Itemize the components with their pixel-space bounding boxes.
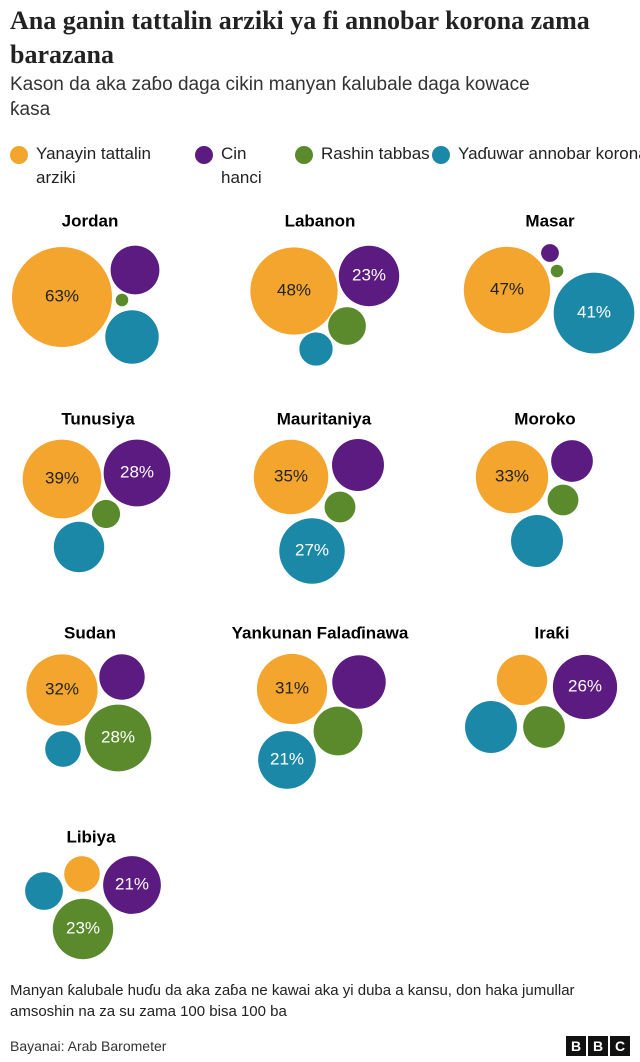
bubble: [99, 654, 145, 700]
bubble: [11, 246, 113, 348]
bubble: [52, 898, 114, 960]
bubble: [552, 654, 618, 720]
value-label: 35%: [274, 466, 308, 485]
value-label: 26%: [568, 676, 602, 695]
bubble: [551, 440, 593, 482]
bubble: [299, 332, 333, 366]
legend-swatch: [295, 146, 313, 164]
bubble: [475, 440, 549, 514]
subtitle: Kason da aka zaɓo daga cikin manyan ƙalu…: [10, 74, 530, 120]
legend-item: Rashin tabbas: [295, 142, 431, 166]
value-label: 23%: [66, 918, 100, 937]
bubble: [105, 310, 159, 364]
value-label: 32%: [45, 679, 79, 698]
panel-title: Iraƙi: [535, 623, 570, 642]
value-label: 39%: [45, 468, 79, 487]
panel-title: Yankunan Falaɗinawa: [232, 623, 409, 642]
legend-label: Rashin tabbas: [321, 144, 430, 163]
bubble: [332, 439, 384, 491]
bubble: [328, 307, 366, 345]
value-label: 23%: [352, 265, 386, 284]
value-label: 21%: [270, 749, 304, 768]
value-label: 48%: [277, 280, 311, 299]
bubble: [115, 293, 129, 307]
panel-title: Moroko: [514, 409, 575, 428]
bubble: [324, 491, 356, 523]
bubble: [332, 655, 386, 709]
logo: B B C: [566, 1036, 630, 1056]
bubble: [84, 704, 152, 772]
bubble: [338, 245, 400, 307]
bubble: [523, 706, 565, 748]
bubble: [541, 244, 559, 262]
note: Manyan ƙalubale huɗu da aka zaɓa ne kawa…: [10, 982, 575, 1020]
bubble: [64, 856, 100, 892]
source: Bayanai: Arab Barometer: [10, 1038, 167, 1054]
bubble: [103, 439, 171, 507]
panel-title: Mauritaniya: [277, 409, 372, 428]
value-label: 41%: [577, 302, 611, 321]
bubble: [45, 731, 81, 767]
bubble: [22, 439, 102, 519]
panel-title: Jordan: [62, 211, 119, 230]
panel-title: Labanon: [285, 211, 356, 230]
bubble: [463, 246, 551, 334]
logo-letter: C: [610, 1036, 630, 1056]
legend-item: Yanayin tattalin arziki: [10, 142, 186, 190]
bubble: [25, 872, 63, 910]
logo-letter: B: [588, 1036, 608, 1056]
bubble: [511, 515, 563, 567]
bubble: [313, 706, 363, 756]
legend-swatch: [432, 146, 450, 164]
bubble: [465, 701, 517, 753]
value-label: 33%: [495, 466, 529, 485]
legend-item: Cin hanci: [195, 142, 291, 190]
bubble: [26, 654, 98, 726]
bubble: [253, 439, 329, 515]
bubble: [250, 247, 338, 335]
panel-title: Libiya: [66, 827, 116, 846]
bubble: [547, 484, 579, 516]
panel-title: Masar: [525, 211, 575, 230]
value-label: 63%: [45, 286, 79, 305]
legend-label: Yanayin tattalin arziki: [36, 144, 151, 187]
bubble: [256, 653, 328, 725]
value-label: 21%: [115, 874, 149, 893]
bubble: [103, 856, 161, 914]
legend-swatch: [10, 146, 28, 164]
legend-label: Yaɗuwar annobar korona: [458, 144, 640, 163]
legend-swatch: [195, 146, 213, 164]
bubble: [53, 521, 105, 573]
bubble: [550, 264, 564, 278]
bubble: [110, 245, 160, 295]
value-label: 27%: [295, 540, 329, 559]
value-label: 31%: [275, 678, 309, 697]
panel-title: Tunusiya: [61, 409, 135, 428]
panel-title: Sudan: [64, 623, 116, 642]
logo-letter: B: [566, 1036, 586, 1056]
bubble: [279, 518, 345, 584]
value-label: 28%: [101, 727, 135, 746]
bubble: [258, 731, 316, 789]
legend-item: Yaɗuwar annobar korona: [432, 142, 640, 166]
bubble: [496, 654, 548, 706]
value-label: 28%: [120, 462, 154, 481]
bubble: [553, 272, 635, 354]
value-label: 47%: [490, 279, 524, 298]
legend-label: Cin hanci: [221, 144, 262, 187]
title: Ana ganin tattalin arziki ya fi annobar …: [10, 6, 590, 69]
bubble: [91, 499, 121, 529]
